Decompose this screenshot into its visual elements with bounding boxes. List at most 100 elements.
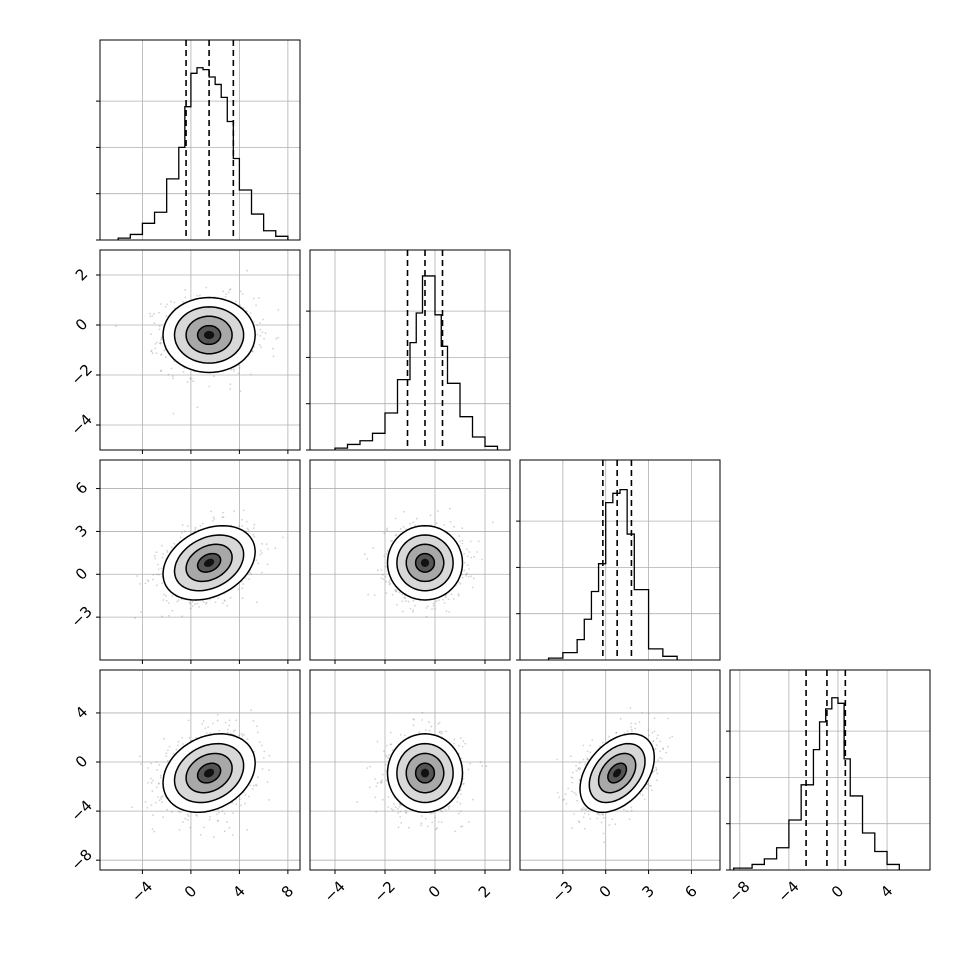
scatter-point [461, 539, 464, 542]
scatter-point [248, 578, 251, 580]
scatter-point [492, 521, 494, 524]
scatter-panel-0-1 [96, 249, 301, 454]
scatter-point [175, 748, 178, 751]
scatter-point [453, 525, 455, 528]
scatter-point [438, 731, 441, 734]
scatter-point [241, 525, 244, 527]
scatter-point [461, 576, 464, 579]
scatter-point [415, 517, 418, 520]
scatter-point [581, 808, 584, 811]
scatter-point [372, 547, 375, 549]
scatter-point [229, 383, 232, 386]
scatter-point [196, 406, 199, 409]
scatter-point [382, 798, 384, 801]
scatter-point [655, 737, 658, 740]
scatter-point [382, 578, 385, 580]
scatter-point [400, 804, 402, 807]
scatter-point [233, 370, 235, 372]
scatter-point [194, 603, 197, 605]
scatter-point [191, 600, 194, 603]
scatter-point [158, 328, 161, 331]
scatter-point [171, 609, 174, 612]
scatter-point [262, 318, 265, 321]
scatter-point [156, 573, 158, 576]
scatter-point [199, 294, 201, 297]
scatter-point [431, 608, 433, 611]
scatter-point [562, 799, 564, 801]
scatter-point [157, 568, 160, 571]
scatter-point [242, 509, 245, 512]
scatter-point [602, 817, 605, 819]
scatter-point [196, 602, 199, 605]
scatter-point [261, 768, 264, 770]
scatter-point [252, 297, 255, 300]
scatter-point [147, 782, 149, 784]
contour-line [196, 552, 222, 573]
scatter-point [223, 830, 226, 833]
scatter-point [171, 595, 174, 597]
scatter-point [459, 737, 462, 740]
scatter-point [438, 599, 440, 601]
scatter-point [240, 732, 243, 735]
scatter-point [459, 788, 462, 791]
scatter-point [249, 571, 252, 574]
scatter-point [221, 516, 224, 519]
scatter-point [151, 828, 154, 831]
scatter-point [241, 597, 244, 600]
scatter-point [226, 604, 229, 607]
scatter-point [436, 827, 438, 829]
scatter-panel-2-3 [519, 669, 721, 874]
scatter-point [412, 521, 414, 524]
scatter-point [150, 333, 153, 336]
scatter-point [177, 599, 180, 601]
panel-frame [309, 249, 511, 451]
scatter-point [154, 557, 157, 560]
scatter-point [434, 816, 436, 819]
scatter-point [369, 765, 371, 768]
scatter-point [256, 333, 259, 336]
panel-frame [99, 669, 301, 871]
scatter-point [386, 529, 388, 531]
scatter-point [485, 765, 488, 768]
scatter-point [459, 545, 461, 547]
scatter-point [421, 815, 423, 817]
scatter-point [647, 712, 650, 715]
scatter-point [212, 836, 215, 839]
scatter-point [228, 719, 231, 722]
scatter-point [161, 544, 163, 547]
scatter-point [160, 796, 163, 798]
scatter-point [173, 542, 176, 545]
scatter-point [184, 296, 187, 299]
scatter-point [160, 370, 162, 373]
scatter-point [387, 796, 390, 798]
scatter-point [392, 809, 394, 812]
scatter-point [167, 749, 169, 752]
scatter-point [631, 730, 633, 733]
scatter-point [252, 534, 255, 536]
scatter-point [150, 804, 153, 806]
contour-line [396, 742, 454, 804]
scatter-point [459, 802, 462, 805]
scatter-point [268, 754, 271, 757]
scatter-point [435, 600, 438, 603]
scatter-point [558, 796, 561, 799]
scatter-point [462, 740, 465, 742]
scatter-point [449, 521, 452, 523]
scatter-point [364, 553, 366, 555]
contour-line [405, 543, 445, 583]
scatter-point [466, 548, 468, 550]
scatter-point [651, 789, 653, 791]
scatter-point [429, 514, 432, 517]
scatter-point [115, 325, 117, 328]
contour-line [386, 524, 464, 601]
histogram-step [547, 488, 678, 660]
scatter-point [461, 542, 464, 545]
scatter-point [150, 350, 153, 353]
scatter-point [376, 740, 379, 743]
scatter-point [140, 611, 142, 613]
scatter-point [460, 793, 462, 795]
scatter-point [438, 721, 441, 724]
scatter-point [473, 555, 475, 558]
scatter-point [237, 525, 240, 527]
scatter-point [152, 814, 155, 817]
